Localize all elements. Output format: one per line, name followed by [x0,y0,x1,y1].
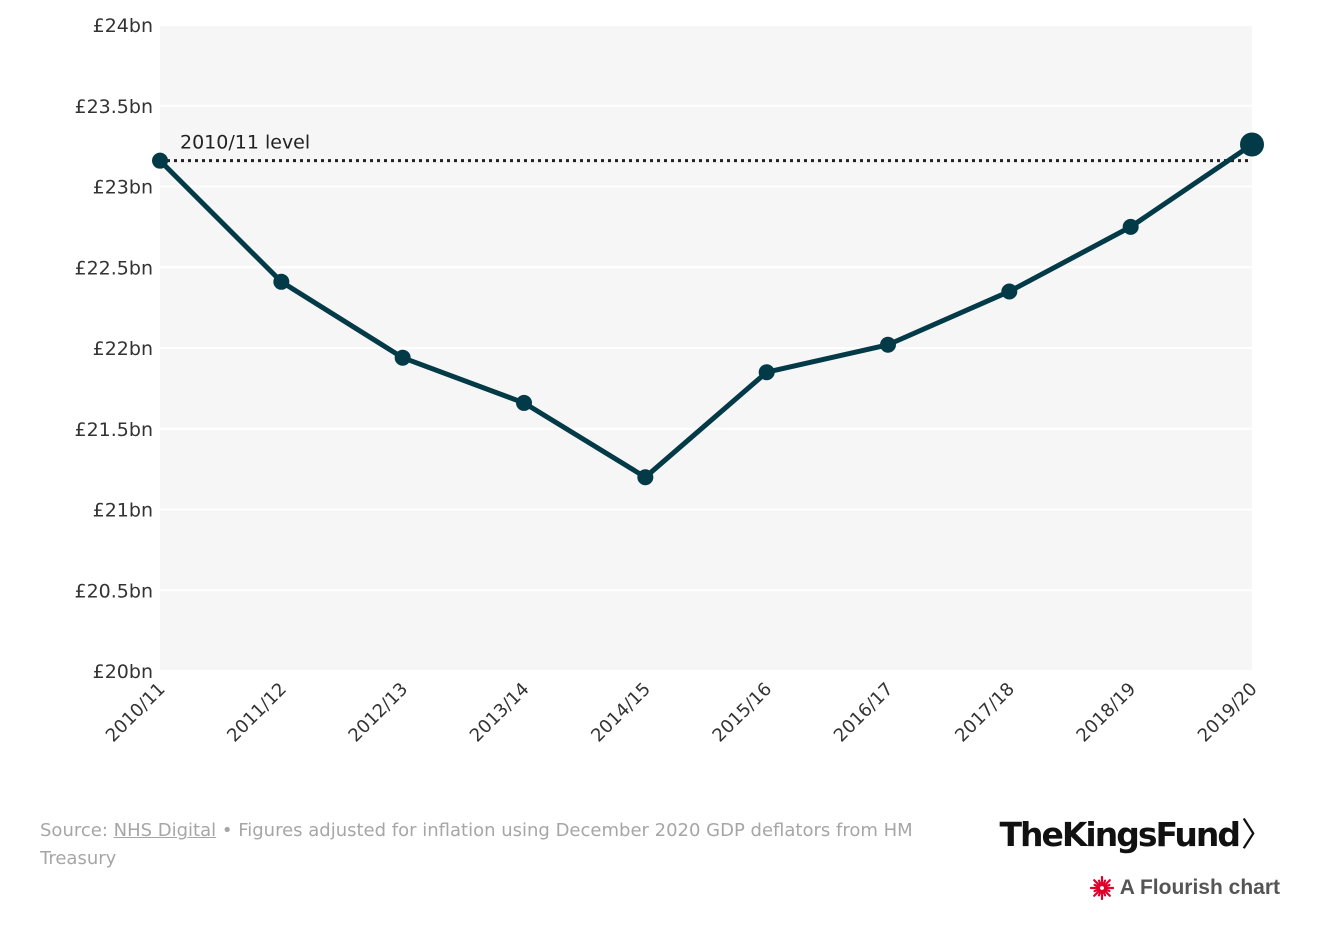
flourish-label: A Flourish chart [1119,876,1280,899]
x-tick-label: 2018/19 [1072,679,1140,747]
x-tick-label: 2011/12 [223,679,291,747]
y-tick-label: £23bn [93,177,153,199]
gridlines [160,24,1252,672]
y-axis-ticks: £20bn £20.5bn £21bn £21.5bn £22bn £22.5bn £23b… [75,15,154,683]
source-note: Source: NHS Digital • Figures adjusted f… [40,817,940,873]
y-tick-label: £20.5bn [75,580,154,602]
flourish-burst-icon [1089,876,1114,900]
source-prefix: Source: [40,820,114,841]
data-point[interactable] [516,394,532,411]
x-tick-label: 2016/17 [830,679,898,747]
brand-name: TheKingsFund [999,815,1241,854]
x-tick-label: 2012/13 [344,679,412,747]
source-note-text: • Figures adjusted for inflation using D… [40,820,913,869]
data-point[interactable] [758,364,775,381]
x-tick-label: 2019/20 [1194,679,1262,747]
line-chart: £20bn £20.5bn £21bn £21.5bn £22bn £22.5bn £23b… [75,15,1264,747]
kings-fund-logo[interactable]: TheKingsFund〉 [999,808,1274,856]
data-point[interactable] [273,273,290,290]
y-tick-label: £22.5bn [75,257,154,279]
data-point[interactable] [637,469,654,486]
x-tick-label: 2017/18 [951,679,1019,747]
series-line [152,132,1264,486]
data-point[interactable] [1240,132,1264,157]
chevron-right-icon: 〉 [1241,815,1274,854]
data-point[interactable] [880,336,896,353]
source-link[interactable]: NHS Digital [113,820,217,841]
x-tick-label: 2014/15 [587,679,655,747]
y-tick-label: £21bn [93,500,153,522]
x-tick-label: 2013/14 [466,679,534,747]
flourish-credit[interactable]: A Flourish chart [1089,876,1280,900]
y-tick-label: £24bn [93,15,153,37]
series-line-path [158,142,1254,480]
data-point[interactable] [152,152,168,169]
reference-line-label: 2010/11 level [180,132,310,154]
x-tick-label: 2015/16 [708,679,776,747]
x-axis-ticks: 2010/11 2011/12 2012/13 2013/14 2014/15 2015/… [102,679,1262,747]
data-point[interactable] [1122,218,1139,235]
y-tick-label: £23.5bn [75,96,154,118]
y-tick-label: £20bn [93,661,153,683]
x-tick-label: 2010/11 [102,679,170,747]
data-point[interactable] [394,349,411,366]
y-tick-label: £22bn [93,338,153,360]
y-tick-label: £21.5bn [75,419,154,441]
data-point[interactable] [1001,283,1018,300]
